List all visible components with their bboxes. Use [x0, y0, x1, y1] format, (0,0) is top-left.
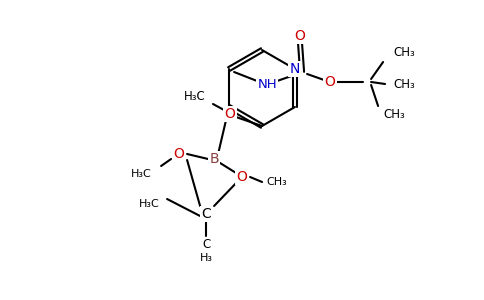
Text: CH₃: CH₃: [393, 77, 415, 91]
Text: O: O: [225, 107, 235, 121]
Text: H₃C: H₃C: [131, 169, 151, 179]
Text: NH: NH: [257, 77, 277, 91]
Text: C: C: [202, 238, 210, 250]
Text: CH₃: CH₃: [267, 177, 287, 187]
Text: N: N: [290, 62, 300, 76]
Text: O: O: [237, 170, 247, 184]
Text: H₃C: H₃C: [139, 199, 159, 209]
Text: B: B: [209, 152, 219, 166]
Text: C: C: [201, 207, 211, 221]
Text: O: O: [295, 29, 305, 43]
Text: H₃C: H₃C: [184, 89, 206, 103]
Text: CH₃: CH₃: [393, 46, 415, 59]
Text: CH₃: CH₃: [383, 107, 405, 121]
Text: O: O: [325, 75, 335, 89]
Text: H₃: H₃: [199, 253, 212, 263]
Text: O: O: [174, 147, 184, 161]
